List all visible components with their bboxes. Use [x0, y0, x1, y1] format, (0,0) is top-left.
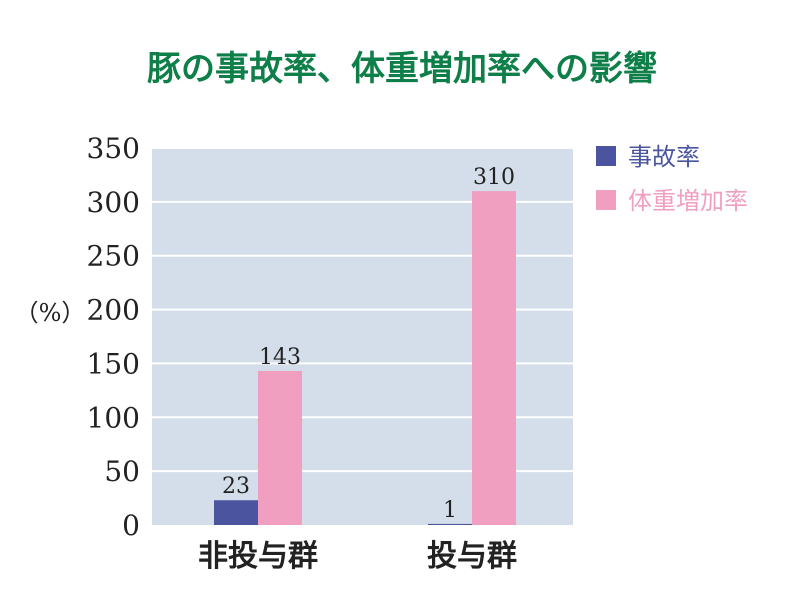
bar: [214, 500, 258, 525]
data-label: 23: [222, 474, 250, 499]
legend-swatch: [596, 146, 616, 166]
y-tick-label: 50: [104, 455, 140, 488]
y-tick-label: 0: [122, 509, 140, 542]
legend-label: 事故率: [628, 143, 700, 171]
x-tick-label: 投与群: [427, 539, 517, 574]
y-tick-label: 150: [87, 347, 140, 380]
y-tick-label: 100: [87, 401, 140, 434]
bar: [258, 370, 302, 525]
data-labels: 23 143 1 310: [222, 165, 515, 523]
y-tick-label: 250: [87, 240, 140, 273]
legend-swatch: [596, 190, 616, 210]
data-label: 1: [443, 498, 457, 523]
y-tick-label: 200: [87, 294, 140, 327]
x-tick-label: 非投与群: [198, 539, 318, 574]
bar: [428, 523, 472, 525]
data-label: 310: [473, 165, 515, 190]
y-tick-label: 300: [87, 186, 140, 219]
y-axis-label: （%）: [15, 299, 86, 327]
chart-title: 豚の事故率、体重増加率への影響: [147, 49, 657, 89]
x-axis: 非投与群 投与群: [198, 539, 517, 574]
bars: [214, 191, 516, 526]
bar: [472, 191, 516, 526]
data-label: 143: [259, 345, 301, 370]
legend-label: 体重増加率: [628, 187, 748, 215]
y-tick-label: 350: [87, 132, 140, 165]
y-axis: 0 50 100 150 200 250 300 350: [87, 132, 140, 542]
